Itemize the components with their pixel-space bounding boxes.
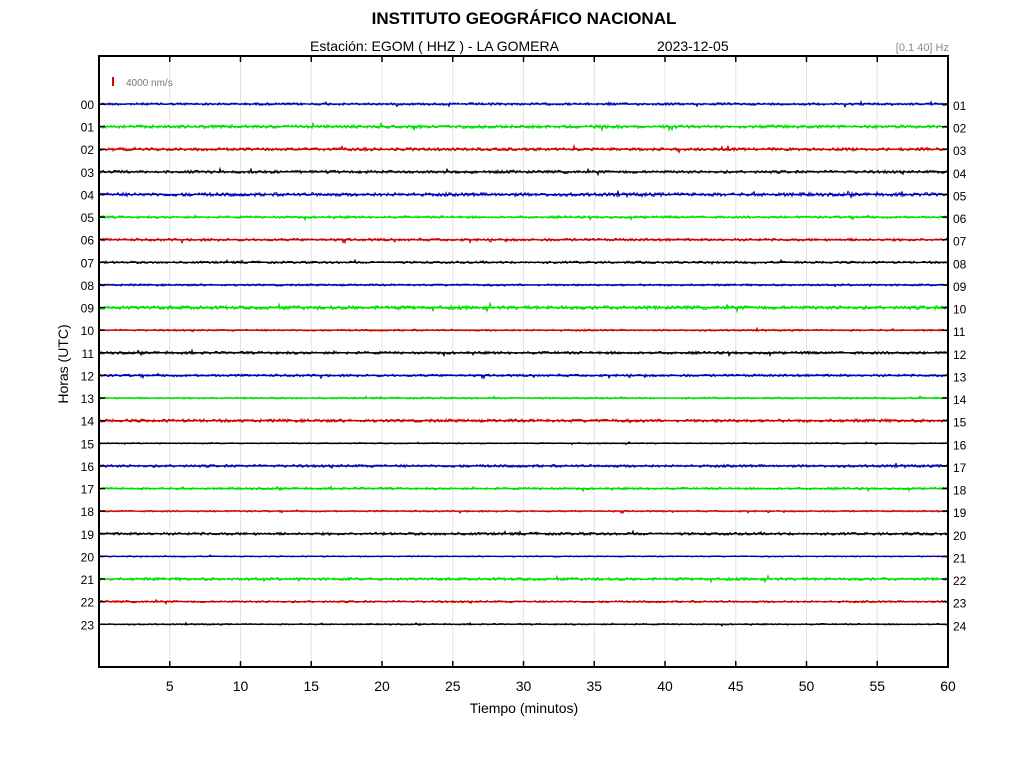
y-tick-label-left: 22 <box>81 596 95 610</box>
y-tick-label-right: 05 <box>953 189 967 203</box>
date-label: 2023-12-05 <box>657 38 729 54</box>
scale-bar: 4000 nm/s <box>112 77 173 89</box>
y-tick-label-right: 23 <box>953 597 967 611</box>
filter-band-label: [0.1 40] Hz <box>895 42 949 54</box>
y-tick-label-right: 01 <box>953 99 967 113</box>
trace-group <box>98 99 949 627</box>
station-label: Estación: EGOM ( HHZ ) - LA GOMERA <box>310 38 559 54</box>
y-tick-label-left: 10 <box>81 324 95 338</box>
y-tick-label-left: 03 <box>81 166 95 180</box>
x-axis-label: Tiempo (minutos) <box>469 700 579 716</box>
y-tick-label-left: 05 <box>81 211 95 225</box>
y-tick-label-left: 18 <box>81 505 95 519</box>
plot-frame <box>98 55 949 668</box>
y-tick-label-right: 09 <box>953 280 967 294</box>
y-tick-label-right: 11 <box>953 325 966 339</box>
y-tick-label-right: 10 <box>953 303 967 317</box>
x-tick-label: 15 <box>303 678 319 694</box>
y-tick-label-left: 19 <box>81 528 95 542</box>
y-tick-label-left: 06 <box>81 234 95 248</box>
x-tick-label: 5 <box>166 678 174 694</box>
x-tick-label: 50 <box>799 678 815 694</box>
y-tick-label-left: 02 <box>81 143 95 157</box>
x-tick-label: 10 <box>233 678 249 694</box>
y-tick-label-left: 15 <box>81 437 95 451</box>
y-tick-label-left: 14 <box>81 415 95 429</box>
y-tick-label-left: 20 <box>81 550 95 564</box>
y-tick-label-right: 20 <box>953 529 967 543</box>
y-tick-label-left: 07 <box>81 256 95 270</box>
y-tick-label-left: 21 <box>81 573 95 587</box>
y-tick-label-right: 18 <box>953 484 967 498</box>
x-tick-label: 55 <box>869 678 885 694</box>
y-tick-label-right: 15 <box>953 416 967 430</box>
y-tick-label-right: 24 <box>953 619 967 633</box>
x-tick-label: 40 <box>657 678 673 694</box>
y-tick-label-left: 17 <box>81 483 95 497</box>
y-tick-label-right: 02 <box>953 122 967 136</box>
y-tick-label-right: 14 <box>953 393 967 407</box>
y-tick-label-right: 21 <box>953 551 967 565</box>
y-tick-label-left: 09 <box>81 302 95 316</box>
y-tick-label-right: 17 <box>953 461 967 475</box>
y-tick-label-right: 08 <box>953 257 967 271</box>
y-tick-label-right: 22 <box>953 574 967 588</box>
y-tick-label-left: 16 <box>81 460 95 474</box>
y-tick-label-right: 16 <box>953 438 967 452</box>
y-tick-label-right: 03 <box>953 144 967 158</box>
y-tick-label-left: 00 <box>81 98 95 112</box>
page-title: INSTITUTO GEOGRÁFICO NACIONAL <box>371 9 677 28</box>
x-tick-label: 20 <box>374 678 390 694</box>
x-tick-label: 35 <box>586 678 602 694</box>
grid-lines <box>169 56 878 667</box>
y-tick-label-right: 04 <box>953 167 967 181</box>
y-tick-label-left: 23 <box>81 618 95 632</box>
y-tick-label-left: 11 <box>82 347 95 361</box>
y-tick-label-left: 04 <box>81 188 95 202</box>
y-tick-label-right: 07 <box>953 235 967 249</box>
y-tick-label-left: 08 <box>81 279 95 293</box>
tick-group: 5 10 15 20 25 30 35 40 45 50 55 60 00 01 01 02 02 03 03 04 0… <box>81 56 967 694</box>
x-tick-label: 25 <box>445 678 461 694</box>
x-tick-label: 60 <box>940 678 956 694</box>
y-tick-label-right: 06 <box>953 212 967 226</box>
x-tick-label: 30 <box>516 678 532 694</box>
y-tick-label-left: 12 <box>81 369 95 383</box>
y-tick-label-right: 12 <box>953 348 967 362</box>
y-tick-label-right: 13 <box>953 370 967 384</box>
y-tick-label-right: 19 <box>953 506 967 520</box>
y-tick-label-left: 01 <box>81 121 95 135</box>
y-tick-label-left: 13 <box>81 392 95 406</box>
scale-bar-label: 4000 nm/s <box>126 78 173 89</box>
x-tick-label: 45 <box>728 678 744 694</box>
